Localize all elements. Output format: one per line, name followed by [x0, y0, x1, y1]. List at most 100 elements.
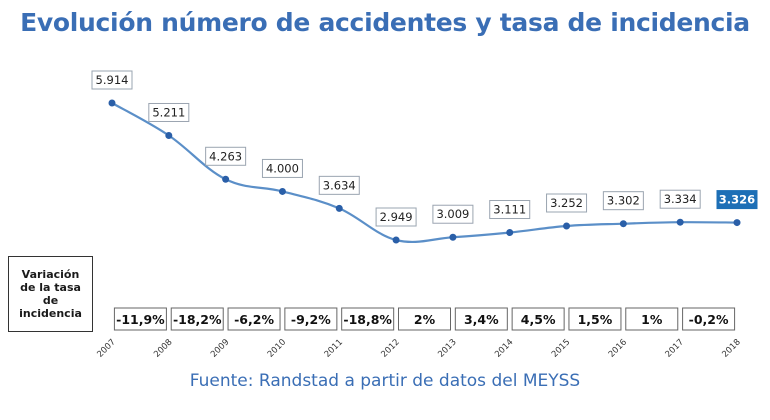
data-label: 5.211 — [152, 105, 185, 119]
x-tick-label: 2007 — [95, 337, 117, 359]
x-tick-label: 2010 — [266, 337, 288, 359]
rate-change-label: 1,5% — [578, 312, 613, 327]
data-label-box — [318, 175, 360, 195]
data-point-group: 3.334 — [659, 189, 701, 226]
source-note: Fuente: Randstad a partir de datos del M… — [189, 371, 581, 391]
data-point — [392, 236, 400, 244]
chart-title: Evolución número de accidentes y tasa de… — [20, 8, 750, 37]
rate-change-label: -18,2% — [173, 312, 222, 327]
data-point-group: 2.949 — [375, 207, 417, 244]
rate-change-label: -18,8% — [343, 312, 392, 327]
rate-change-box — [454, 307, 508, 331]
data-point — [506, 229, 514, 237]
data-label-box — [432, 204, 474, 224]
data-label: 5.914 — [96, 73, 129, 87]
rate-change-box — [341, 307, 395, 331]
series-line — [111, 102, 738, 244]
x-tick-label: 2016 — [607, 337, 629, 359]
data-label-box — [546, 193, 588, 213]
rate-change-label: 3,4% — [464, 312, 499, 327]
data-point-group: 3.634 — [318, 175, 360, 212]
rate-change-box — [682, 307, 736, 331]
data-point — [676, 218, 684, 226]
rate-change-group: -6,2% — [227, 307, 281, 331]
data-point-group: 3.302 — [602, 191, 644, 228]
data-label: 3.302 — [607, 194, 640, 208]
data-label: 4.000 — [266, 161, 299, 175]
x-tick-label: 2013 — [436, 337, 458, 359]
rate-change-label: 4,5% — [521, 312, 556, 327]
rate-change-box — [625, 307, 679, 331]
data-point-group: 5.914 — [91, 70, 133, 107]
rate-change-box — [170, 307, 224, 331]
rate-change-group: 1% — [625, 307, 679, 331]
data-label: 4.263 — [209, 149, 242, 163]
rate-change-box — [227, 307, 281, 331]
data-label-box — [205, 146, 247, 166]
x-tick-label: 2012 — [379, 337, 401, 359]
data-point-group: 3.111 — [489, 200, 531, 237]
rate-change-group: 3,4% — [454, 307, 508, 331]
data-label: 3.326 — [719, 193, 755, 207]
rate-change-group: -9,2% — [284, 307, 338, 331]
x-tick-label: 2018 — [720, 337, 742, 359]
rate-change-box — [284, 307, 338, 331]
x-tick-label: 2014 — [493, 337, 515, 359]
data-label: 3.334 — [664, 192, 697, 206]
data-points: 5.914 5.211 4.263 4.000 3.634 2.949 3.009 3.111… — [91, 70, 758, 244]
x-tick-label: 2009 — [209, 337, 231, 359]
x-axis-ticks: 2007 2008 2009 2010 2011 2012 2013 2014 2015 2016… — [95, 337, 742, 359]
data-point — [733, 219, 741, 227]
rate-change-label: 1% — [641, 312, 663, 327]
incidence-legend-box: Variación de la tasa de incidencia — [8, 256, 93, 332]
rate-change-box — [511, 307, 565, 331]
data-label: 3.009 — [436, 207, 469, 221]
data-point — [165, 131, 173, 139]
data-label-box — [375, 207, 417, 227]
data-label: 3.252 — [550, 196, 583, 210]
rate-change-label: -6,2% — [234, 312, 274, 327]
data-point-group: 4.263 — [205, 146, 247, 183]
rate-change-group: -18,2% — [170, 307, 224, 331]
data-label-box — [659, 189, 701, 209]
x-tick-label: 2011 — [323, 337, 345, 359]
data-point-group: 3.252 — [546, 193, 588, 230]
data-point — [278, 187, 286, 195]
x-tick-label: 2008 — [152, 337, 174, 359]
data-label: 3.634 — [323, 178, 356, 192]
rate-change-group: -11,9% — [113, 307, 167, 331]
data-label: 3.111 — [493, 203, 526, 217]
data-point — [619, 220, 627, 228]
data-point — [335, 204, 343, 212]
data-point-group: 3.326 — [716, 190, 758, 227]
data-label: 2.949 — [380, 210, 413, 224]
rate-change-box — [398, 307, 451, 331]
data-label-box — [716, 190, 758, 210]
data-point — [222, 175, 230, 183]
data-label-box — [602, 191, 644, 211]
rate-change-label: -0,2% — [689, 312, 729, 327]
rate-change-group: 4,5% — [511, 307, 565, 331]
rate-boxes: -11,9% -18,2% -6,2% -9,2% -18,8% 2% 3,4% 4,5% 1,… — [113, 307, 736, 331]
rate-change-label: 2% — [414, 312, 436, 327]
incidence-legend-label: Variación de la tasa de incidencia — [19, 268, 82, 320]
rate-change-group: -18,8% — [341, 307, 395, 331]
x-tick-label: 2017 — [664, 337, 686, 359]
x-tick-label: 2015 — [550, 337, 572, 359]
data-point — [108, 99, 116, 107]
data-point — [563, 222, 571, 230]
data-point — [449, 233, 457, 241]
data-label-box — [261, 158, 303, 178]
rate-change-group: 2% — [398, 307, 451, 331]
data-point-group: 4.000 — [261, 158, 303, 195]
rate-change-group: -0,2% — [682, 307, 736, 331]
data-label-box — [148, 102, 190, 122]
rate-change-group: 1,5% — [568, 307, 622, 331]
data-label-box — [489, 200, 531, 220]
rate-change-label: -11,9% — [116, 312, 165, 327]
data-label-box — [91, 70, 133, 90]
data-point-group: 3.009 — [432, 204, 474, 241]
rate-change-box — [568, 307, 622, 331]
rate-change-box — [113, 307, 167, 331]
